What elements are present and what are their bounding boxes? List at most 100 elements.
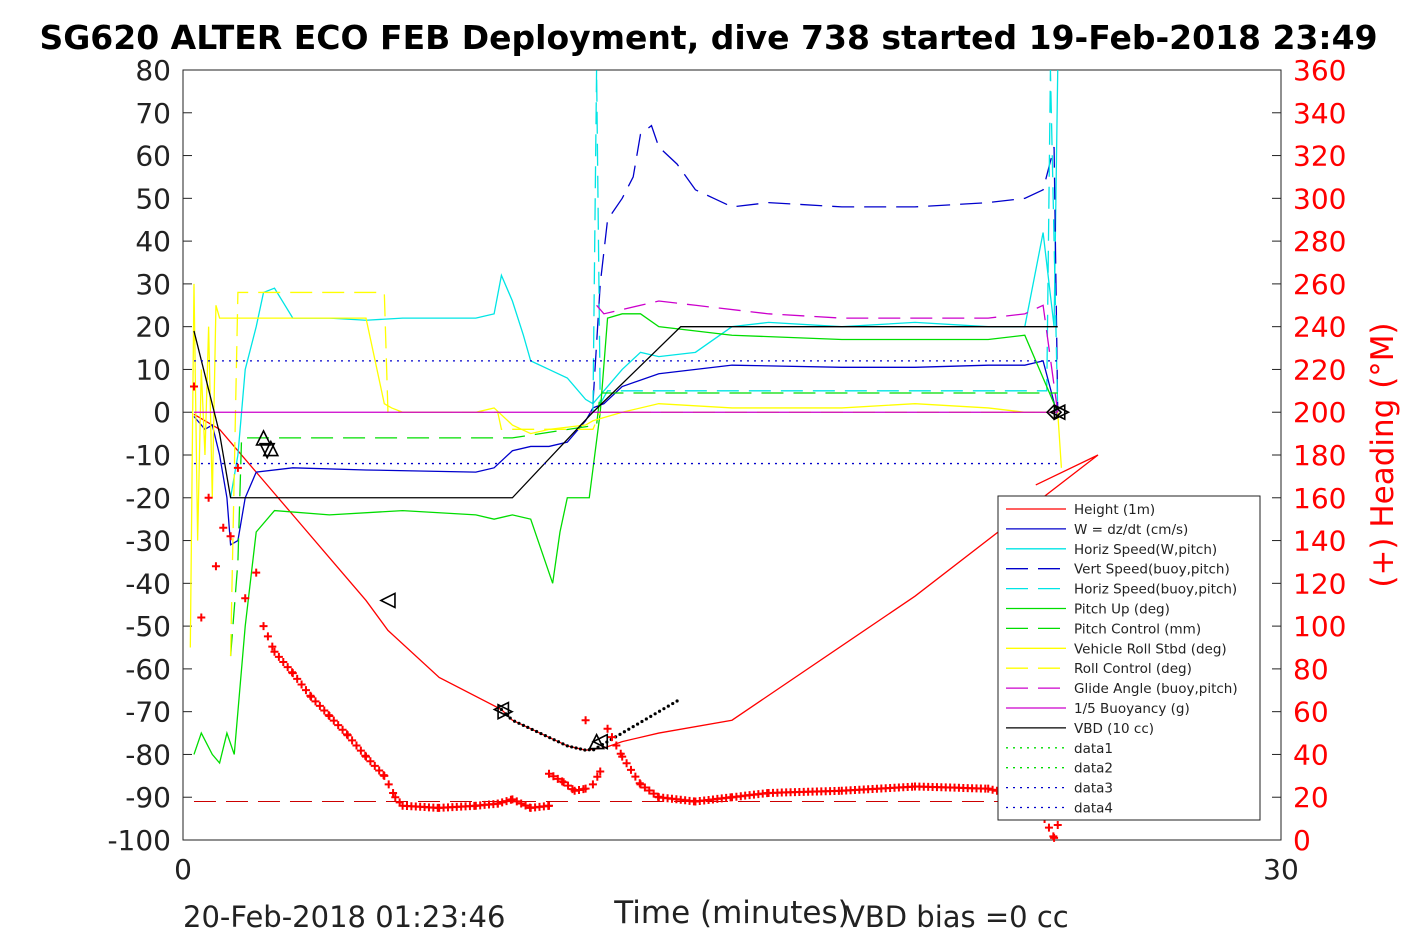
legend-label: Vehicle Roll Stbd (deg) [1074, 641, 1227, 657]
heading-point [640, 783, 649, 792]
apogee-dot [543, 734, 547, 738]
heading-point [493, 799, 502, 808]
heading-point [512, 797, 521, 806]
heading-point [352, 741, 361, 750]
series-line [193, 326, 1058, 499]
apogee-dot [552, 738, 556, 742]
heading-point [549, 772, 558, 781]
heading-point [366, 757, 375, 766]
heading-point [270, 647, 279, 656]
y-right-tick-label: 120 [1293, 567, 1346, 600]
heading-point [189, 382, 198, 391]
legend-label: Roll Control (deg) [1074, 661, 1192, 677]
y-left-tick-label: -80 [125, 738, 171, 771]
y-right-tick-label: 20 [1293, 781, 1329, 814]
apogee-dot [662, 707, 666, 711]
heading-point [607, 733, 616, 742]
heading-point [268, 642, 277, 651]
apogee-dot [561, 742, 565, 746]
y-left-tick-label: -60 [125, 653, 171, 686]
apogee-dot [565, 744, 569, 748]
event-marker [1048, 403, 1066, 421]
apogee-dot [618, 732, 622, 736]
heading-point [384, 780, 393, 789]
heading-point [506, 795, 515, 804]
legend-label: 1/5 Buoyancy (g) [1074, 701, 1190, 717]
y-right-tick-label: 60 [1293, 696, 1329, 729]
legend-label: VBD (10 cc) [1074, 721, 1154, 737]
heading-point [361, 751, 370, 760]
apogee-dot [635, 722, 640, 726]
y-right-tick-label: 160 [1293, 482, 1346, 515]
series-line [229, 69, 1059, 498]
y-right-tick-label: 180 [1293, 439, 1346, 472]
event-marker [591, 733, 609, 750]
heading-point [645, 786, 654, 795]
legend-label: Height (1m) [1074, 502, 1155, 518]
heading-point [908, 782, 917, 791]
heading-point [226, 532, 235, 541]
y-left-tick-label: 20 [135, 311, 171, 344]
apogee-dot [578, 747, 583, 751]
series-line [193, 413, 1099, 751]
heading-point [356, 746, 365, 755]
apogee-dot [508, 716, 512, 720]
apogee-dot [583, 748, 587, 752]
apogee-dot [653, 712, 657, 716]
y-right-tick-label: 100 [1293, 610, 1346, 643]
legend-label: Pitch Control (mm) [1074, 621, 1201, 637]
legend-label: data2 [1074, 761, 1113, 777]
heading-point [395, 798, 404, 807]
heading-point [219, 523, 228, 532]
apogee-dot [539, 731, 543, 736]
apogee-dot [649, 714, 653, 718]
apogee-dot [548, 736, 552, 740]
y-left-tick-label: -100 [107, 824, 171, 857]
heading-point [391, 793, 400, 802]
heading-point [581, 716, 590, 725]
heading-point [588, 780, 597, 789]
y-left-tick-label: 30 [135, 268, 171, 301]
legend-label: Horiz Speed(buoy,pitch) [1074, 582, 1237, 598]
heading-point [233, 463, 242, 472]
y-left-tick-label: -20 [125, 482, 171, 515]
heading-point [297, 680, 306, 689]
y-left-tick-label: -50 [125, 610, 171, 643]
apogee-dot [499, 707, 504, 712]
heading-point [379, 771, 388, 780]
y-left-tick-label: 80 [135, 54, 171, 87]
y-right-tick-label: 340 [1293, 97, 1346, 130]
heading-point [1044, 823, 1053, 832]
y-left-tick-label: -10 [125, 439, 171, 472]
heading-point [324, 711, 333, 720]
heading-point [329, 716, 338, 725]
y-left-tick-label: 50 [135, 182, 171, 215]
heading-point [558, 777, 567, 786]
heading-point [502, 797, 511, 806]
legend-label: data4 [1074, 801, 1113, 817]
apogee-dot [640, 719, 644, 724]
heading-point [521, 801, 530, 810]
heading-point [498, 798, 507, 807]
series-line [193, 313, 1059, 765]
heading-point [1049, 832, 1058, 841]
heading-point [612, 741, 621, 750]
heading-point [622, 759, 631, 768]
event-marker [1053, 403, 1071, 421]
heading-point [603, 724, 612, 733]
apogee-dot [644, 717, 648, 721]
heading-point [315, 701, 324, 710]
apogee-dot [622, 730, 626, 734]
series-line [592, 69, 1059, 413]
heading-point [197, 613, 206, 622]
y-right-tick-label: 140 [1293, 525, 1346, 558]
y-left-tick-label: -90 [125, 781, 171, 814]
chart-title: SG620 ALTER ECO FEB Deployment, dive 738… [39, 18, 1378, 57]
heading-point [654, 792, 663, 801]
event-marker [262, 439, 280, 457]
y-right-tick-label: 280 [1293, 225, 1346, 258]
y-right-tick-label: 80 [1293, 653, 1329, 686]
apogee-dot [517, 721, 521, 725]
heading-point [375, 766, 384, 775]
